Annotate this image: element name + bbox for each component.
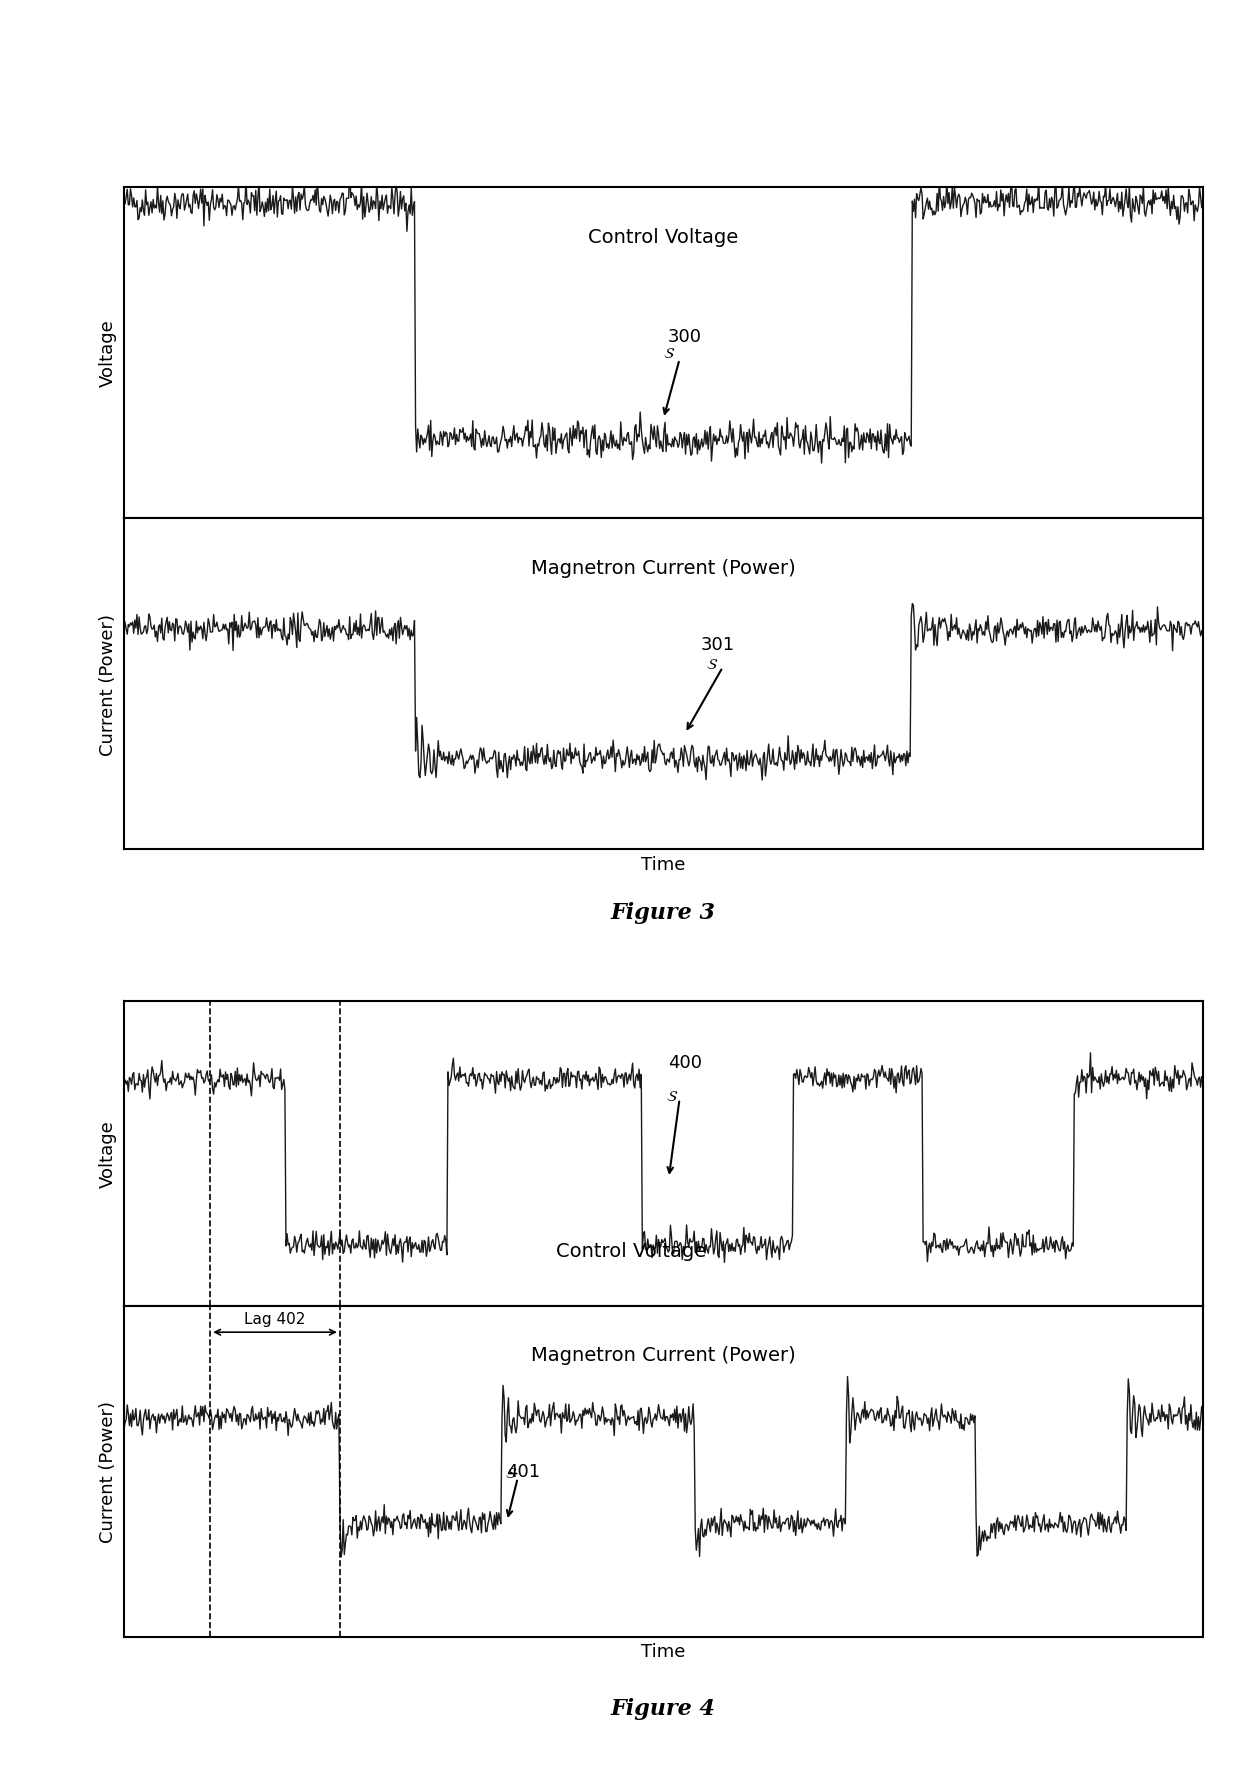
Text: $\mathcal{S}$: $\mathcal{S}$	[666, 1090, 678, 1104]
Y-axis label: Voltage: Voltage	[99, 320, 117, 386]
Y-axis label: Current (Power): Current (Power)	[99, 1401, 117, 1542]
Text: 401: 401	[506, 1462, 541, 1481]
Text: 301: 301	[701, 635, 734, 653]
Text: $\mathcal{S}$: $\mathcal{S}$	[505, 1465, 517, 1481]
Text: Magnetron Current (Power): Magnetron Current (Power)	[531, 1345, 796, 1365]
Text: Figure 4: Figure 4	[611, 1698, 715, 1719]
Text: Lag 402: Lag 402	[244, 1311, 306, 1327]
Text: 300: 300	[668, 327, 702, 345]
Y-axis label: Voltage: Voltage	[99, 1120, 117, 1188]
X-axis label: Time: Time	[641, 1642, 686, 1660]
Text: 400: 400	[668, 1054, 702, 1072]
Y-axis label: Current (Power): Current (Power)	[99, 614, 117, 755]
Text: Magnetron Current (Power): Magnetron Current (Power)	[531, 558, 796, 578]
Text: Figure 3: Figure 3	[611, 902, 715, 923]
Text: Control Voltage: Control Voltage	[588, 227, 739, 247]
Text: $\mathcal{S}$: $\mathcal{S}$	[706, 657, 718, 673]
Text: $\mathcal{S}$: $\mathcal{S}$	[662, 345, 675, 361]
X-axis label: Time: Time	[641, 855, 686, 873]
Text: Control Voltage: Control Voltage	[556, 1242, 706, 1261]
